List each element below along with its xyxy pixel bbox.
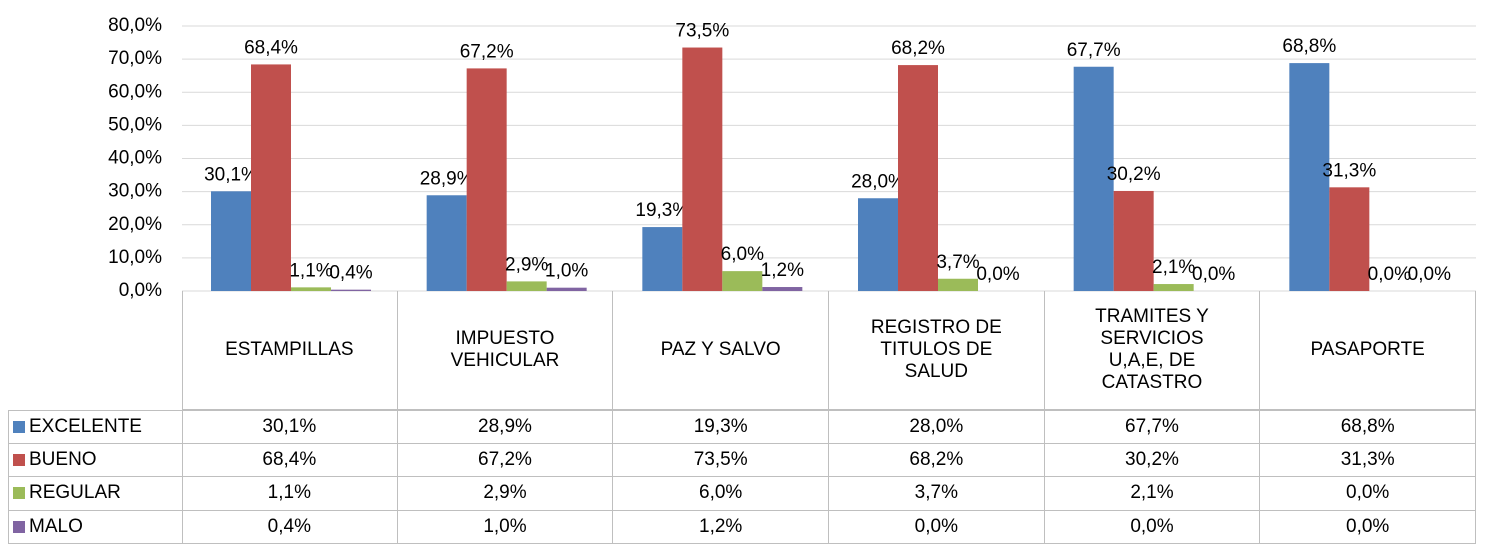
legend-entry: REGULAR [8,477,183,511]
category-header: REGISTRO DE TITULOS DE SALUD [829,291,1045,410]
table-border [182,291,183,410]
bar [251,64,291,291]
y-tick-label: 80,0% [108,15,162,36]
table-cell: 1,0% [397,510,614,544]
table-cell: 73,5% [613,443,829,477]
table-cell: 67,7% [1044,410,1261,444]
table-cell: 1,1% [182,477,398,511]
bar [211,191,251,291]
y-tick-label: 50,0% [108,114,162,135]
table-cell: 0,0% [829,510,1045,544]
y-tick-label: 20,0% [108,214,162,235]
data-label: 1,2% [761,260,804,281]
data-label: 68,2% [891,38,945,59]
data-label: 68,4% [244,37,298,58]
table-cell: 0,0% [1260,477,1476,511]
table-cell: 67,2% [397,443,614,477]
table-cell: 3,7% [829,477,1045,511]
y-tick-label: 30,0% [108,181,162,202]
data-label: 2,9% [505,254,548,275]
data-label: 19,3% [635,200,689,221]
category-header: IMPUESTO VEHICULAR [397,291,614,410]
y-tick-label: 70,0% [108,48,162,69]
legend-entry: BUENO [8,443,183,477]
bar [466,68,507,292]
data-label: 28,0% [851,171,905,192]
bar [898,65,938,292]
bar [291,287,331,291]
data-label: 0,0% [1408,264,1451,285]
y-tick-label: 60,0% [108,81,162,102]
bar [331,289,371,291]
data-label: 31,3% [1322,160,1376,181]
data-label: 73,5% [675,21,729,42]
category-header: ESTAMPILLAS [182,291,398,410]
table-cell: 68,4% [182,443,398,477]
y-tick-label: 40,0% [108,148,162,169]
legend-entry: MALO [8,510,183,544]
y-tick-label: 10,0% [108,247,162,268]
bar [1073,66,1114,292]
table-cell: 0,0% [1260,510,1476,544]
data-label: 3,7% [936,252,979,273]
legend-swatch [13,520,25,533]
bar [1153,284,1194,291]
bar [426,195,467,291]
table-cell: 30,2% [1044,443,1261,477]
bar [762,287,803,291]
data-label: 6,0% [721,244,764,265]
bar [546,287,587,291]
table-cell: 28,9% [397,410,614,444]
category-header: PAZ Y SALVO [613,291,829,410]
data-label: 68,8% [1282,36,1336,57]
data-label: 0,0% [1192,264,1235,285]
table-cell: 28,0% [829,410,1045,444]
bar [506,281,547,291]
legend-label: BUENO [29,448,97,470]
table-cell: 2,9% [397,477,614,511]
table-cell: 19,3% [613,410,829,444]
data-label: 0,0% [1368,264,1411,285]
table-cell: 0,0% [1044,510,1261,544]
table-cell: 1,2% [613,510,829,544]
bar [642,227,683,291]
legend-entry: EXCELENTE [8,410,183,444]
table-cell: 30,1% [182,410,398,444]
data-label: 0,4% [329,263,372,284]
bar [682,47,723,291]
bar [938,278,978,291]
legend-label: MALO [29,515,83,537]
data-label: 1,1% [289,260,332,281]
table-cell: 68,8% [1260,410,1476,444]
y-tick-label: 0,0% [119,280,162,301]
data-label: 2,1% [1152,257,1195,278]
data-label: 67,7% [1067,40,1121,61]
bar [1289,63,1330,291]
table-cell: 31,3% [1260,443,1476,477]
legend-label: REGULAR [29,482,121,504]
data-label: 28,9% [420,168,474,189]
table-cell: 2,1% [1044,477,1261,511]
bar [1113,190,1154,291]
legend-swatch [13,453,25,466]
data-label: 0,0% [976,264,1019,285]
legend-swatch [13,487,25,500]
bar [722,271,763,291]
data-label: 30,2% [1107,164,1161,185]
table-cell: 0,4% [182,510,398,544]
legend-swatch [13,420,25,433]
category-header: TRAMITES Y SERVICIOS U,A,E, DE CATASTRO [1044,291,1261,410]
category-header: PASAPORTE [1260,291,1476,410]
data-label: 67,2% [460,41,514,62]
bar [1329,187,1370,291]
data-label: 30,1% [204,164,258,185]
table-cell: 6,0% [613,477,829,511]
table-cell: 68,2% [829,443,1045,477]
legend-label: EXCELENTE [29,415,142,437]
bar [858,198,898,291]
data-label: 1,0% [545,261,588,282]
